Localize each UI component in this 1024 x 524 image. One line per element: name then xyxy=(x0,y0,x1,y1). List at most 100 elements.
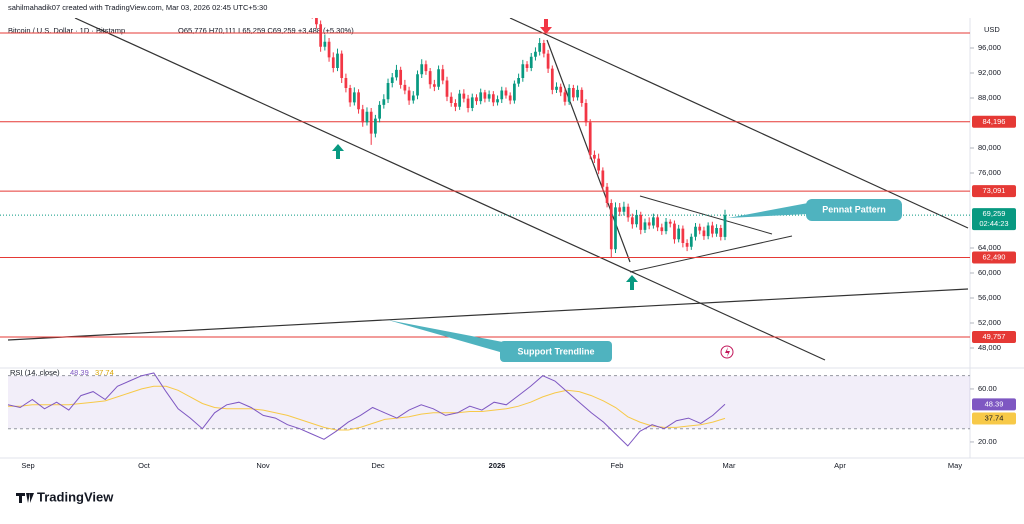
candle-body xyxy=(550,68,554,90)
x-tick-label: Apr xyxy=(834,461,846,470)
candle-body xyxy=(694,226,697,237)
y-tick-label: 96,000 xyxy=(978,43,1001,52)
candle-body xyxy=(710,225,714,234)
rsi-y-tick-label: 60.00 xyxy=(978,384,997,393)
callout-text: Pennat Pattern xyxy=(822,204,886,214)
candle-body xyxy=(315,18,318,25)
candle-body xyxy=(643,222,647,230)
candle-body xyxy=(567,88,571,102)
candle-body xyxy=(411,95,415,101)
trendline xyxy=(546,39,631,263)
candle-body xyxy=(323,41,327,47)
candle-body xyxy=(673,223,676,240)
candle-body xyxy=(454,103,457,107)
callout xyxy=(500,341,612,362)
y-tick-label: 64,000 xyxy=(978,243,1001,252)
candle-body xyxy=(647,222,651,226)
candle-body xyxy=(483,92,487,99)
candle-body xyxy=(491,94,495,103)
candle-body xyxy=(571,88,575,98)
rsi-title: RSI (14, close) xyxy=(10,368,60,377)
candle-body xyxy=(357,92,360,110)
candle-body xyxy=(652,217,655,226)
rsi-value: 48.39 xyxy=(70,368,89,377)
logo: TradingView xyxy=(37,489,114,504)
x-tick-label: Dec xyxy=(371,461,385,470)
candle-body xyxy=(614,207,617,250)
candle-body xyxy=(555,86,558,90)
candle-body xyxy=(681,228,685,243)
candle-body xyxy=(458,93,462,107)
candle-body xyxy=(546,53,550,69)
candle-body xyxy=(365,111,369,123)
candle-body xyxy=(424,64,428,72)
candle-body xyxy=(660,227,664,232)
callout xyxy=(806,199,902,221)
candle-body xyxy=(416,74,419,96)
candle-body xyxy=(390,77,394,83)
candle-body xyxy=(635,214,638,225)
candle-body xyxy=(605,186,609,203)
candle-body xyxy=(689,236,693,247)
candle-body xyxy=(420,64,424,75)
support-trendline xyxy=(7,288,969,341)
candle-body xyxy=(311,0,314,14)
candle-body xyxy=(626,206,630,218)
trendline xyxy=(74,18,826,361)
rsi-value-box xyxy=(972,412,1016,425)
candle-body xyxy=(529,56,533,68)
x-tick-label: May xyxy=(948,461,962,470)
candle-body xyxy=(344,78,348,88)
last-price-label: 69,259 xyxy=(983,209,1006,218)
price-pane xyxy=(0,0,970,361)
candle-body xyxy=(723,215,727,237)
level-label-box xyxy=(972,331,1016,344)
x-tick-label: 2026 xyxy=(489,461,506,470)
candle-body xyxy=(428,71,432,85)
candle-body xyxy=(588,122,592,155)
y-tick-label: 56,000 xyxy=(978,293,1001,302)
callout-pointer xyxy=(388,320,508,352)
candle-body xyxy=(466,98,470,108)
last-price-box xyxy=(972,208,1016,231)
candle-body xyxy=(327,41,331,58)
candle-body xyxy=(403,84,407,91)
level-label-box xyxy=(972,251,1016,264)
candle-body xyxy=(348,88,352,103)
candle-body xyxy=(399,69,403,85)
candle-body xyxy=(630,217,634,225)
x-tick-label: Sep xyxy=(21,461,34,470)
candle-body xyxy=(331,57,335,68)
candle-body xyxy=(525,64,529,68)
x-tick-label: Oct xyxy=(138,461,151,470)
level-label: 73,091 xyxy=(983,186,1006,195)
x-tick-label: Mar xyxy=(723,461,736,470)
alert-icon xyxy=(720,345,734,359)
candle-body xyxy=(475,97,478,102)
candle-body xyxy=(513,83,516,101)
candle-body xyxy=(319,24,323,47)
candle-body xyxy=(352,92,356,103)
rsi-band xyxy=(8,375,970,429)
candle-body xyxy=(361,109,365,123)
rsi-value-box xyxy=(972,398,1016,411)
rsi-line xyxy=(7,372,726,447)
candle-body xyxy=(597,158,601,171)
level-label-box xyxy=(972,115,1016,128)
currency: USD xyxy=(984,25,1000,34)
level-label-box xyxy=(972,185,1016,198)
y-tick-label: 76,000 xyxy=(978,168,1001,177)
candle-body xyxy=(479,92,483,102)
candle-body xyxy=(601,170,605,187)
candle-body xyxy=(336,53,339,68)
x-tick-label: Nov xyxy=(256,461,270,470)
candle-body xyxy=(639,214,643,230)
level-label: 49,757 xyxy=(983,332,1006,341)
y-tick-label: 80,000 xyxy=(978,143,1001,152)
candle-body xyxy=(593,154,596,159)
candle-body xyxy=(517,78,520,84)
logo-mark xyxy=(16,493,34,503)
candle-body xyxy=(386,83,390,100)
candle-body xyxy=(685,243,689,247)
